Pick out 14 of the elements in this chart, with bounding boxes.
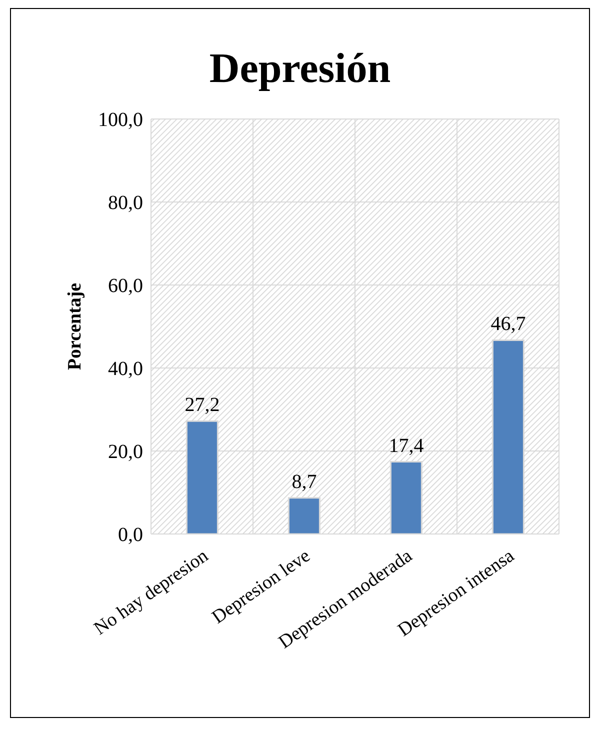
y-tick-label: 20,0	[108, 441, 143, 464]
data-label: 17,4	[388, 434, 424, 457]
data-label: 46,7	[490, 313, 526, 336]
chart-title: Depresión	[208, 45, 392, 94]
y-axis-title: Porcentaje	[64, 282, 86, 370]
bar	[288, 497, 320, 534]
y-tick-label: 0,0	[118, 524, 143, 546]
data-label: 8,7	[292, 470, 317, 493]
bar	[390, 461, 422, 534]
y-tick-label: 40,0	[108, 358, 143, 380]
data-label: 27,2	[184, 394, 220, 416]
y-tick-label: 60,0	[108, 275, 143, 298]
y-tick-label: 100,0	[98, 109, 143, 132]
y-tick-label: 80,0	[108, 192, 143, 214]
